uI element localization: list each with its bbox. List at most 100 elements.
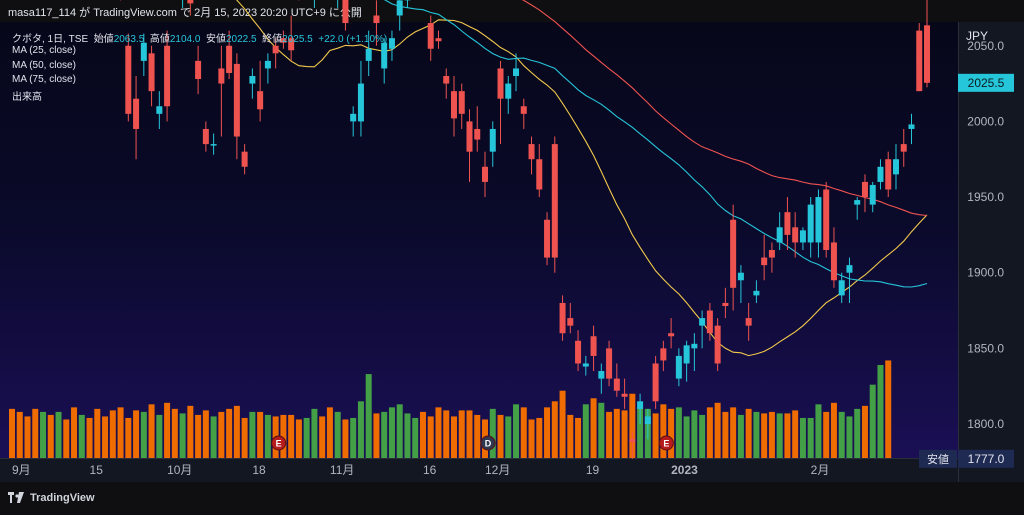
volume-bar: [699, 414, 706, 458]
candle: [924, 0, 930, 88]
candle-body: [133, 98, 140, 129]
candle-body: [730, 219, 737, 288]
candle-body: [233, 63, 240, 137]
candle: [877, 159, 884, 190]
candle: [784, 197, 791, 251]
candle: [233, 53, 240, 160]
candle: [761, 234, 768, 281]
candle-body: [365, 48, 372, 61]
price-scale[interactable]: [958, 22, 1024, 482]
candle-body: [683, 345, 690, 364]
candle: [187, 0, 194, 16]
event-label: E: [663, 439, 669, 449]
candle-body: [125, 45, 132, 114]
volume-bar: [32, 408, 39, 458]
candle: [706, 302, 713, 341]
volume-bar: [427, 416, 434, 458]
candle: [427, 15, 434, 61]
candle: [156, 91, 163, 129]
legend-study-ma75[interactable]: MA (75, close): [12, 74, 76, 85]
volume-bar: [187, 405, 194, 458]
candle: [730, 204, 737, 311]
candle-body: [621, 393, 628, 397]
candle: [520, 98, 527, 129]
candle: [745, 302, 752, 341]
candle: [637, 393, 644, 424]
candle: [869, 181, 876, 213]
volume-bar: [567, 414, 574, 458]
candle: [148, 45, 155, 107]
time-tick-label: 16: [423, 463, 437, 477]
candle-body: [675, 355, 682, 379]
candle-body: [869, 184, 876, 205]
candle-body: [629, 439, 636, 443]
candle: [342, 0, 349, 31]
candle-body: [799, 230, 806, 243]
volume-bar: [311, 408, 318, 458]
candle-body: [388, 38, 395, 49]
candle: [629, 431, 636, 459]
event-label: E: [276, 439, 282, 449]
candle-body: [357, 83, 364, 122]
legend-study-volume[interactable]: 出来高: [12, 92, 42, 103]
volume-bar: [140, 411, 147, 458]
volume-bar: [730, 407, 737, 458]
candle-body: [768, 250, 775, 258]
footer-brand: TradingView: [30, 492, 95, 504]
volume-bar: [303, 417, 310, 458]
candle-body: [706, 310, 713, 334]
legend-high-label: 高値: [149, 34, 170, 45]
volume-bar: [838, 411, 845, 458]
candle-body: [885, 159, 892, 190]
volume-bar: [102, 416, 109, 458]
candle: [768, 242, 775, 273]
event-badge-icon: [480, 435, 496, 451]
volume-bar: [637, 407, 644, 458]
legend-ohlc-row: クボタ, 1日, TSE 始値2063.5 高値2104.0 安値2022.5 …: [12, 30, 387, 45]
candle: [257, 60, 264, 122]
candle: [900, 128, 907, 167]
volume-bars: [9, 360, 892, 458]
candle: [474, 106, 481, 152]
candle: [621, 378, 628, 409]
price-tick-label: 1900.0: [967, 266, 1004, 280]
candle-body: [427, 23, 434, 49]
candle-body: [148, 53, 155, 92]
price-tick-label: 2000.0: [967, 114, 1004, 128]
candle: [313, 0, 315, 8]
volume-bar: [799, 417, 806, 458]
event-label: D: [485, 439, 492, 449]
legend-open-value: 2063.5: [113, 34, 145, 45]
legend-study-ma25[interactable]: MA (25, close): [12, 45, 76, 56]
volume-bar: [784, 413, 791, 458]
time-tick-label: 15: [90, 463, 104, 477]
volume-bar: [125, 417, 132, 458]
volume-bar: [854, 408, 861, 458]
candle: [350, 106, 357, 137]
volume-bar: [544, 407, 551, 458]
candle: [435, 30, 442, 49]
candle: [699, 310, 706, 349]
legend-high-value: 2104.0: [169, 34, 201, 45]
candle: [443, 68, 450, 99]
candle: [497, 60, 504, 145]
candle-body: [140, 42, 147, 61]
volume-bar: [78, 414, 85, 458]
candle-body: [924, 25, 930, 83]
candle: [396, 0, 403, 31]
volume-bar: [551, 401, 558, 458]
legend-study-ma50[interactable]: MA (50, close): [12, 60, 76, 71]
volume-bar: [675, 407, 682, 458]
candle-body: [264, 60, 271, 69]
candle-body: [745, 318, 752, 326]
low-marker-label: 安値: [927, 452, 949, 466]
low-marker-value: 1777.0: [968, 452, 1005, 466]
time-scale[interactable]: [0, 458, 958, 483]
candle-body: [466, 121, 473, 152]
candle: [280, 30, 287, 49]
candle-body: [784, 212, 791, 235]
volume-bar: [846, 416, 853, 458]
